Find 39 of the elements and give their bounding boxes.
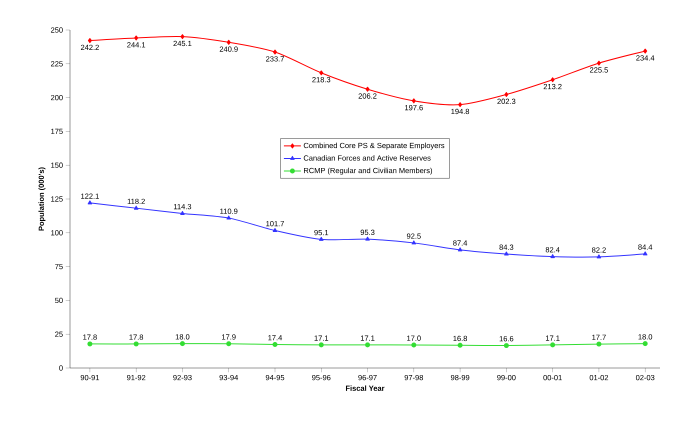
point xyxy=(596,60,601,66)
point xyxy=(365,236,370,241)
point xyxy=(87,341,92,346)
point xyxy=(550,254,555,258)
point xyxy=(226,341,232,346)
point xyxy=(226,216,231,220)
point xyxy=(504,343,509,348)
point xyxy=(88,38,92,44)
point xyxy=(180,341,185,346)
point xyxy=(504,92,508,97)
point xyxy=(411,342,416,348)
point xyxy=(272,228,278,232)
point xyxy=(550,342,556,348)
point xyxy=(272,342,278,347)
point xyxy=(134,35,138,40)
point xyxy=(319,236,324,241)
point xyxy=(366,86,370,92)
point xyxy=(134,341,139,346)
point xyxy=(318,342,324,348)
point xyxy=(504,252,509,256)
point xyxy=(458,247,462,252)
point xyxy=(412,240,416,244)
point xyxy=(642,341,648,346)
point xyxy=(319,70,324,76)
point xyxy=(226,40,231,45)
point xyxy=(642,251,648,256)
point xyxy=(180,210,185,215)
point xyxy=(458,102,462,108)
point xyxy=(596,342,602,347)
point xyxy=(134,206,138,210)
point xyxy=(550,77,555,82)
point xyxy=(412,98,416,104)
point xyxy=(596,254,602,258)
point xyxy=(180,34,184,40)
point xyxy=(643,48,648,54)
point xyxy=(88,200,92,204)
point xyxy=(458,342,463,348)
point xyxy=(273,50,277,55)
point xyxy=(365,342,370,348)
